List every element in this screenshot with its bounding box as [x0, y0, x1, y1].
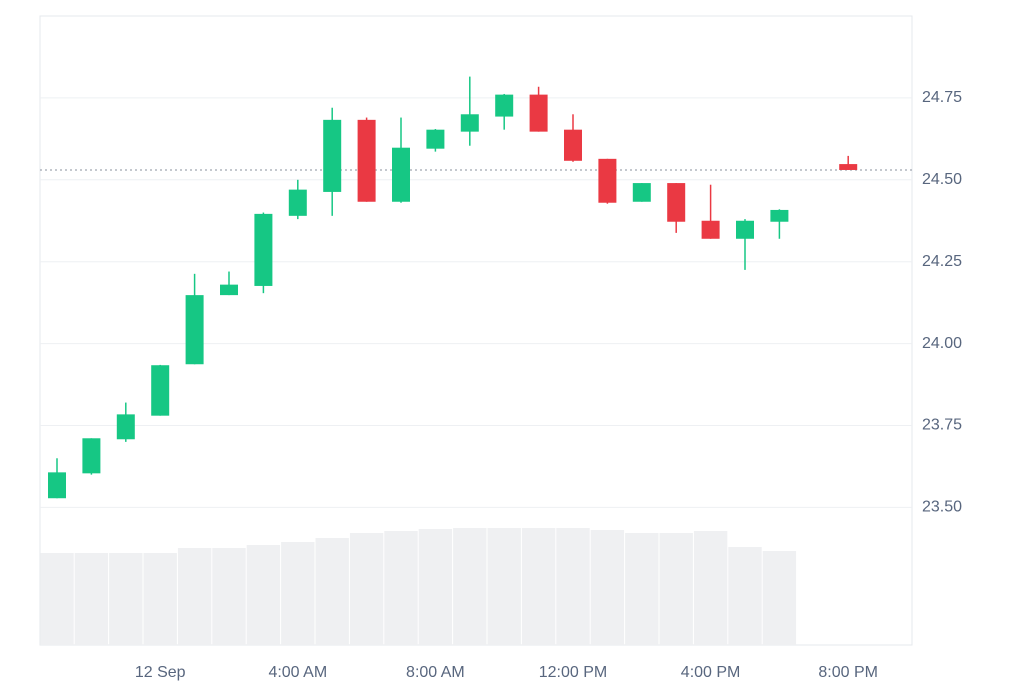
y-tick-label: 24.25 — [922, 253, 962, 270]
volume-bar — [590, 530, 625, 645]
candle-body — [116, 414, 135, 440]
x-tick-label: 4:00 PM — [681, 664, 741, 681]
candle-body — [151, 365, 170, 416]
candle-body — [460, 114, 479, 132]
volume-bar — [143, 553, 177, 645]
volume-bar — [246, 545, 281, 645]
x-tick-label: 4:00 AM — [268, 664, 327, 681]
candle-body — [357, 119, 376, 202]
volume-bar — [315, 538, 349, 645]
candle-body — [495, 94, 514, 117]
y-tick-label: 23.50 — [922, 499, 962, 516]
candle-body — [392, 147, 410, 202]
x-tick-label: 12:00 PM — [539, 664, 607, 681]
y-tick-label: 24.00 — [922, 335, 962, 352]
candle-body — [185, 295, 204, 365]
volume-bar — [693, 531, 728, 645]
candle-body — [632, 183, 651, 202]
volume-bar — [625, 533, 659, 645]
candle-body — [564, 129, 582, 161]
volume-bar — [281, 542, 315, 645]
candle-body — [220, 284, 238, 296]
candle-body — [701, 220, 720, 239]
volume-bar — [556, 528, 590, 645]
volume-bar — [74, 553, 109, 645]
volume-bar — [40, 553, 74, 645]
y-tick-label: 24.50 — [922, 171, 962, 188]
candle-body — [82, 438, 101, 474]
volume-bar — [418, 529, 453, 645]
candle-body — [529, 94, 548, 132]
y-tick-label: 24.75 — [922, 89, 962, 106]
candle-body — [48, 472, 66, 499]
volume-bar — [487, 528, 521, 645]
x-tick-label: 8:00 AM — [406, 664, 465, 681]
volume-bar — [728, 547, 762, 645]
volume-bar — [384, 531, 418, 645]
candle-body — [598, 158, 617, 203]
x-tick-label: 12 Sep — [135, 664, 186, 681]
volume-bar — [177, 548, 212, 645]
volume-bar — [349, 533, 384, 645]
volume-bar — [659, 533, 693, 645]
candle-body — [770, 209, 789, 222]
volume-bar — [212, 548, 246, 645]
x-tick-label: 8:00 PM — [818, 664, 878, 681]
candle-body — [736, 220, 754, 239]
candle-body — [323, 119, 342, 192]
volume-bar — [521, 528, 556, 645]
candle-body — [839, 164, 858, 170]
volume-bar — [453, 528, 487, 645]
volume-bar — [762, 551, 797, 645]
volume-bar — [109, 553, 143, 645]
y-tick-label: 23.75 — [922, 417, 962, 434]
candle-body — [667, 183, 686, 222]
candle-body — [288, 189, 307, 216]
candle-body — [426, 129, 445, 149]
candle-body — [254, 213, 273, 286]
